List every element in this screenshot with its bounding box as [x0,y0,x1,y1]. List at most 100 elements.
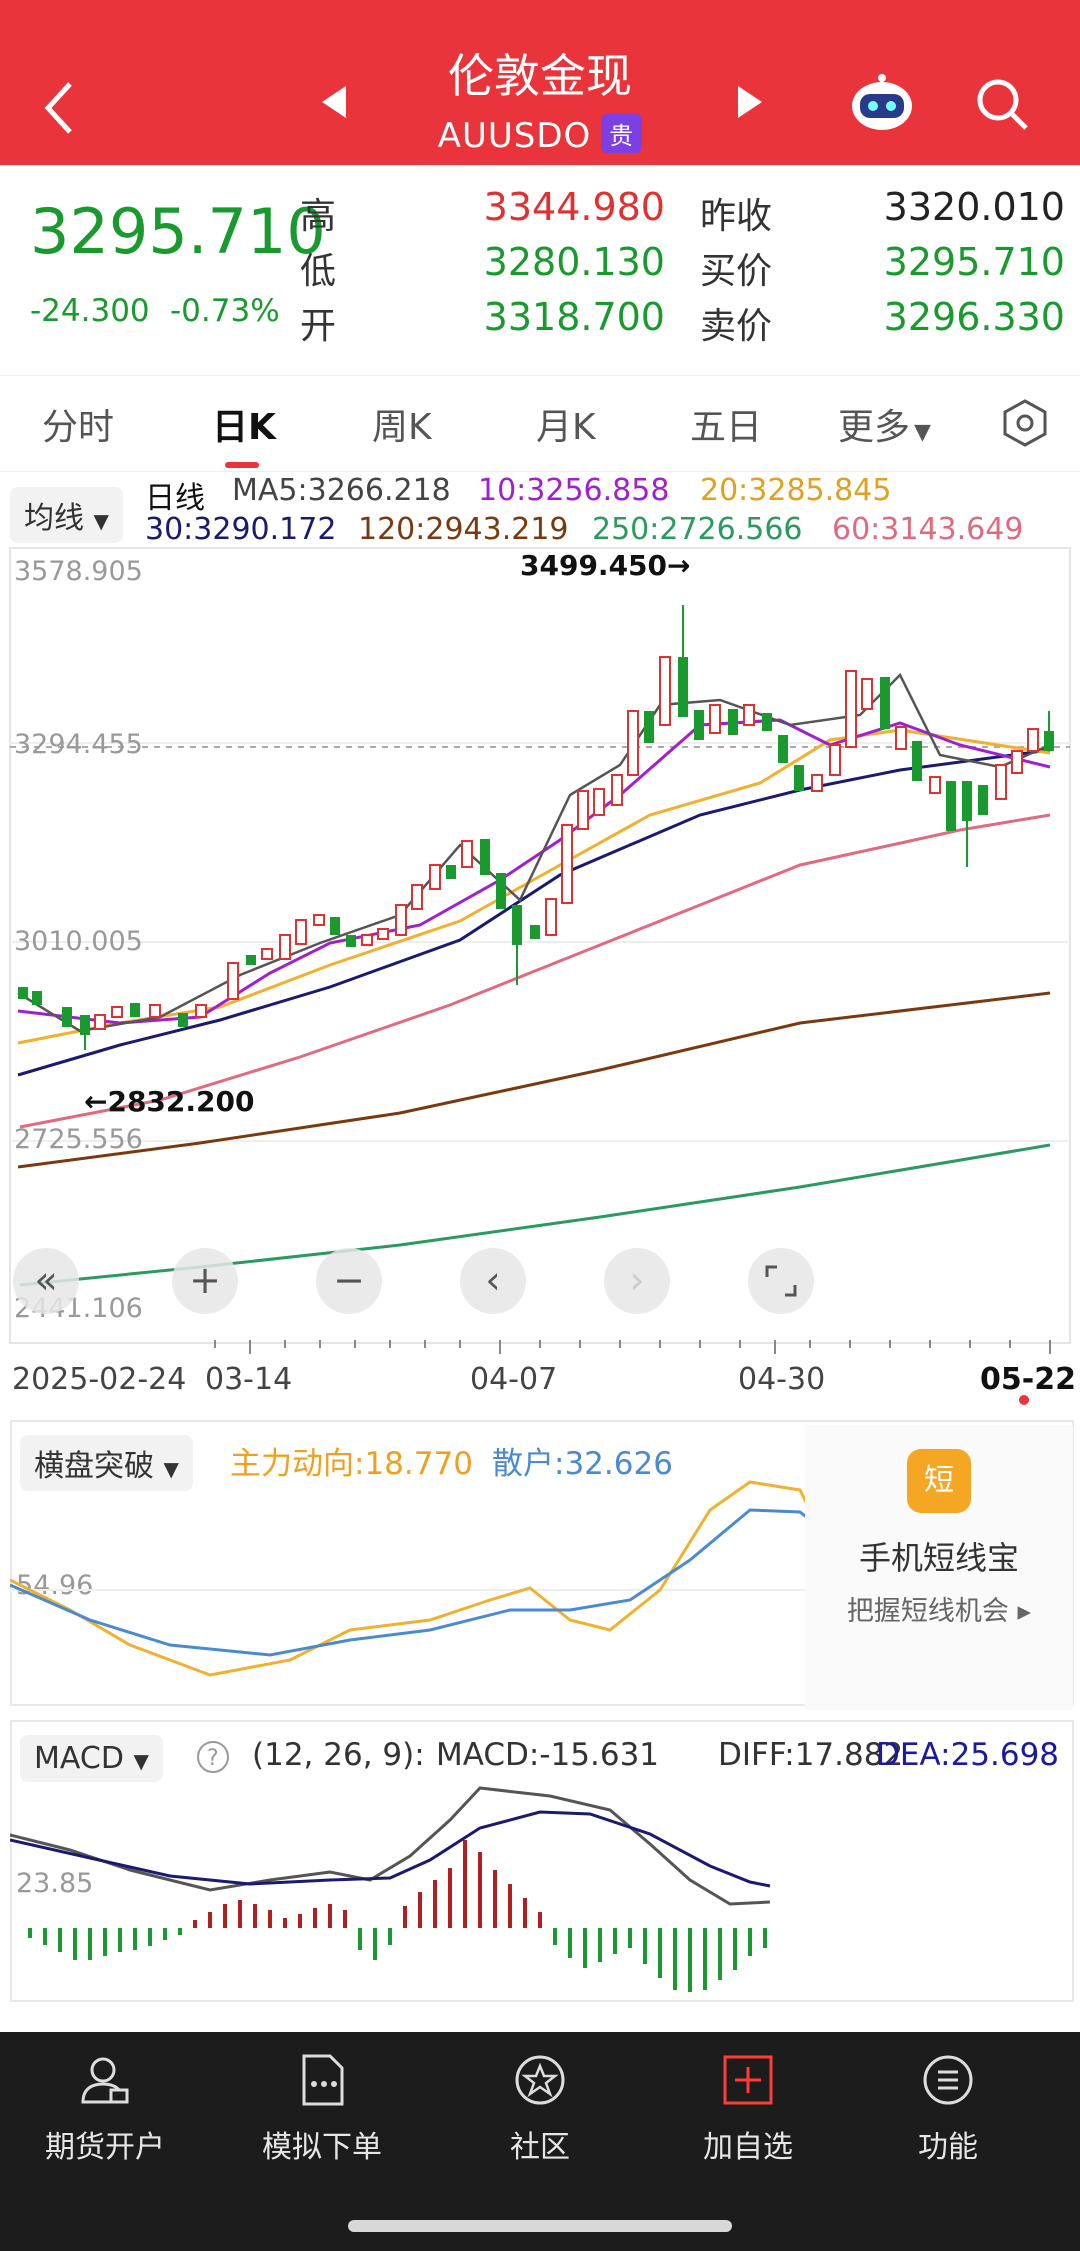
scroll-right-button[interactable]: › [604,1248,670,1314]
tab-five-day[interactable]: 五日 [690,407,763,448]
candle [561,824,573,904]
candle [346,935,356,947]
candle [895,726,907,750]
tab-monthly-k[interactable]: 月K [536,407,596,448]
candle [461,840,473,868]
price-axis-top: 3578.905 [14,556,143,587]
tab-daily-k[interactable]: 日K [212,407,276,448]
candle [62,1007,72,1027]
candle [1011,750,1023,774]
macd-params: (12, 26, 9): [252,1737,425,1773]
nav-label: 期货开户 [45,2130,165,2165]
candle [480,839,490,875]
candle [361,934,373,946]
tab-more-label: 更多 [838,407,911,448]
ma-selector[interactable]: 均线 ▼ [10,487,123,543]
instrument-code-text: AUUSDO [437,116,592,156]
nav-functions[interactable]: 功能 [858,2052,1038,2166]
ma30-line [17,748,1051,1077]
candle [496,873,506,909]
back-arrow-icon[interactable] [40,78,80,138]
expand-icon [765,1265,797,1297]
ma120-line [17,991,1051,1169]
price-axis-low1: 3010.005 [14,926,143,957]
macd-axis: 23.85 [16,1868,94,1899]
nav-label: 模拟下单 [262,2130,382,2165]
promo-app-icon: 短 [907,1449,971,1513]
candle [149,1004,161,1018]
document-icon [302,2054,344,2106]
next-instrument-icon[interactable] [734,84,766,120]
candle [111,1006,123,1018]
nav-community[interactable]: 社区 [450,2052,630,2166]
price-change: -24.300 [30,293,150,329]
ma10-line [17,718,1051,1025]
promo-subtitle: 把握短线机会 ▸ [846,1596,1032,1627]
candle [313,914,325,926]
ma250-value: 250:2726.566 [592,512,803,547]
ma30-value: 30:3290.172 [145,512,337,547]
macd-lines [10,1786,771,1906]
active-tab-indicator [225,462,259,468]
candle [261,948,273,960]
zoom-in-button[interactable]: + [172,1248,238,1314]
candle [246,955,256,965]
help-icon[interactable]: ? [196,1740,230,1774]
search-icon[interactable] [974,76,1030,132]
tab-more[interactable]: 更多 ▼ [838,398,931,450]
main-force-line [10,1480,810,1677]
settings-hexagon-icon[interactable] [1000,398,1050,448]
plus-icon: + [189,1258,221,1302]
tab-weekly-k[interactable]: 周K [372,407,432,448]
macd-value: MACD:-15.631 [436,1737,660,1773]
date-label-2: 03-14 [205,1362,293,1397]
candle [1027,728,1039,752]
kline-chart[interactable]: 3578.905 3294.455 3010.005 2725.556 2441… [0,545,1080,1345]
robot-assistant-icon[interactable] [846,72,918,134]
home-indicator[interactable] [348,2220,732,2232]
zoom-out-button[interactable]: − [316,1248,382,1314]
macd-selector[interactable]: MACD ▼ [20,1735,163,1782]
precious-metal-badge: 贵 [601,114,643,153]
candle [178,1013,188,1027]
candle [743,704,755,726]
bottom-nav: 期货开户 模拟下单 社区 加自选 功能 [0,2032,1080,2251]
nav-simulated-order[interactable]: 模拟下单 [232,2052,412,2166]
candle [80,1015,90,1035]
nav-open-account[interactable]: 期货开户 [15,2052,195,2166]
candle [227,962,239,1000]
macd-histogram [28,1840,767,1992]
macd-chart [28,1840,767,1992]
candle [659,656,671,726]
low-annotation: ←2832.200 [84,1085,254,1118]
candle [446,865,456,879]
high-annotation: 3499.450→ [520,549,690,582]
candle [279,934,291,960]
fullscreen-button[interactable] [748,1248,814,1314]
price-axis-mid: 3294.455 [14,729,143,760]
candle [962,781,972,821]
candle [429,864,441,890]
candle [709,704,721,734]
prev-instrument-icon[interactable] [318,84,350,120]
tab-intraday[interactable]: 分时 [42,407,115,448]
ma-selector-label: 均线 [24,501,84,536]
ma-line-label: 日线 [145,481,205,516]
svg-text:?: ? [207,1746,219,1771]
collapse-left-button[interactable]: « [13,1248,79,1314]
prev-close-label: 昨收 [700,196,773,237]
scroll-left-button[interactable]: ‹ [460,1248,526,1314]
dropdown-arrow-icon: ▼ [93,509,109,533]
high-label: 高 [300,196,337,237]
nav-add-watchlist[interactable]: 加自选 [658,2052,838,2166]
dropdown-arrow-icon: ▼ [163,1457,179,1481]
prev-close-value: 3320.010 [883,185,1065,229]
community-star-icon [515,2055,565,2105]
candle [728,709,738,735]
indicator-1-selector[interactable]: 横盘突破 ▼ [20,1435,193,1491]
chevron-right-icon: › [629,1258,645,1302]
date-label-3: 04-07 [470,1362,558,1397]
short-term-promo-card[interactable]: 短 手机短线宝 把握短线机会 ▸ [805,1425,1073,1710]
dropdown-arrow-icon: ▼ [914,420,931,445]
latest-date-dot [1019,1395,1029,1405]
